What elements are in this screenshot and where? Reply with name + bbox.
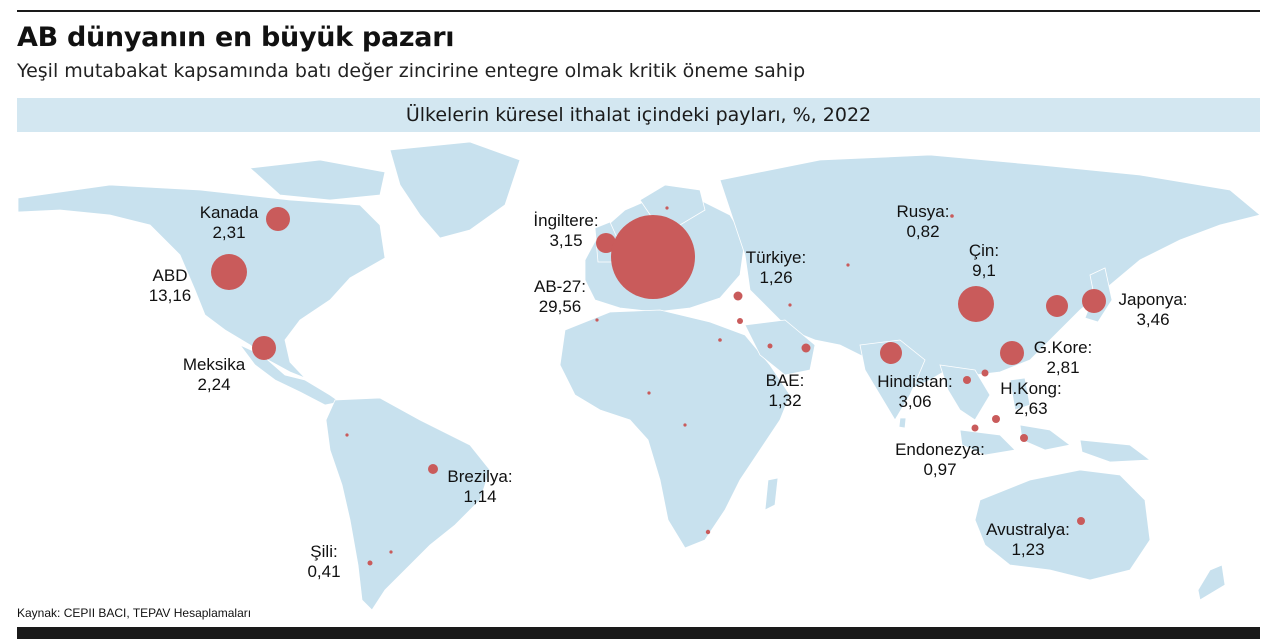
label-abd: ABD 13,16 [148,266,192,305]
land-arctic-islands [249,159,386,201]
label-meksika: Meksika 2,24 [182,355,246,394]
marker-endonezya [1020,434,1028,442]
marker-small-5 [665,206,669,210]
marker-small-3 [718,338,722,342]
land-africa [559,309,791,549]
label-ab27: AB-27: 29,56 [534,277,586,316]
land-greenland [389,141,521,239]
marker-rusya [950,214,954,218]
market-markers [211,206,1106,566]
marker-small-11 [647,391,651,395]
source-note: Kaynak: CEPII BACI, TEPAV Hesaplamaları [17,606,252,620]
land-new-zealand [1197,564,1226,601]
marker-vietnam [992,415,1000,423]
marker-small-4 [595,318,599,322]
label-hkong: H.Kong: 2,63 [1000,379,1062,418]
land-philippines [1009,377,1031,411]
marker-kanada [266,207,290,231]
label-endonezya: Endonezya: 0,97 [895,440,985,479]
land-madagascar [764,477,779,511]
marker-avustralya [1077,517,1085,525]
label-japonya: Japonya: 3,46 [1118,290,1188,329]
marker-sili [367,560,373,566]
page-subtitle: Yeşil mutabakat kapsamında batı değer zi… [17,60,806,82]
label-ingiltere: İngiltere: 3,15 [533,211,599,250]
label-kanada: Kanada 2,31 [199,203,259,242]
marker-japonya [1082,289,1106,313]
marker-singapur [963,376,971,384]
marker-turkiye [733,291,743,301]
marker-gkore [1046,295,1068,317]
page-title: AB dünyanın en büyük pazarı [17,22,455,53]
land-arabia [744,319,816,376]
label-avustralya: Avustralya: 1,23 [986,520,1070,559]
marker-bae [801,343,811,353]
marker-small-7 [846,263,850,267]
marker-ab27 [611,215,695,299]
label-brezilya: Brezilya: 1,14 [447,467,513,506]
marker-brezilya [428,464,438,474]
marker-meksika [252,336,276,360]
land-new-guinea [1079,439,1152,463]
label-bae: BAE: 1,32 [765,371,805,410]
land-se-asia [939,364,991,421]
marker-small-6 [705,529,711,535]
marker-hindistan [880,342,902,364]
bottom-bar [17,627,1260,639]
land-australia [974,469,1151,581]
marker-small-2 [767,343,773,349]
land-sri-lanka [898,417,907,429]
label-gkore: G.Kore: 2,81 [1033,338,1093,377]
marker-small-1 [737,318,743,324]
top-rule [17,10,1260,12]
marker-cin [958,286,994,322]
land-india [859,339,926,421]
marker-small-10 [389,550,393,554]
marker-ingiltere [596,233,616,253]
label-turkiye: Türkiye: 1,26 [745,248,807,287]
marker-small-12 [683,423,687,427]
land-south-america [325,397,491,611]
marker-abd [211,254,247,290]
marker-malezya [971,424,979,432]
marker-small-8 [788,303,792,307]
label-hindistan: Hindistan: 3,06 [877,372,953,411]
marker-small-9 [345,433,349,437]
label-rusya: Rusya: 0,82 [896,202,950,241]
label-sili: Şili: 0,41 [307,542,341,581]
marker-tayland [981,369,989,377]
map-banner: Ülkelerin küresel ithalat içindeki payla… [17,98,1260,132]
land-indonesia-1 [959,429,1016,456]
marker-hkong [1000,341,1024,365]
land-north-america [17,184,386,379]
label-cin: Çin: 9,1 [968,241,1000,280]
